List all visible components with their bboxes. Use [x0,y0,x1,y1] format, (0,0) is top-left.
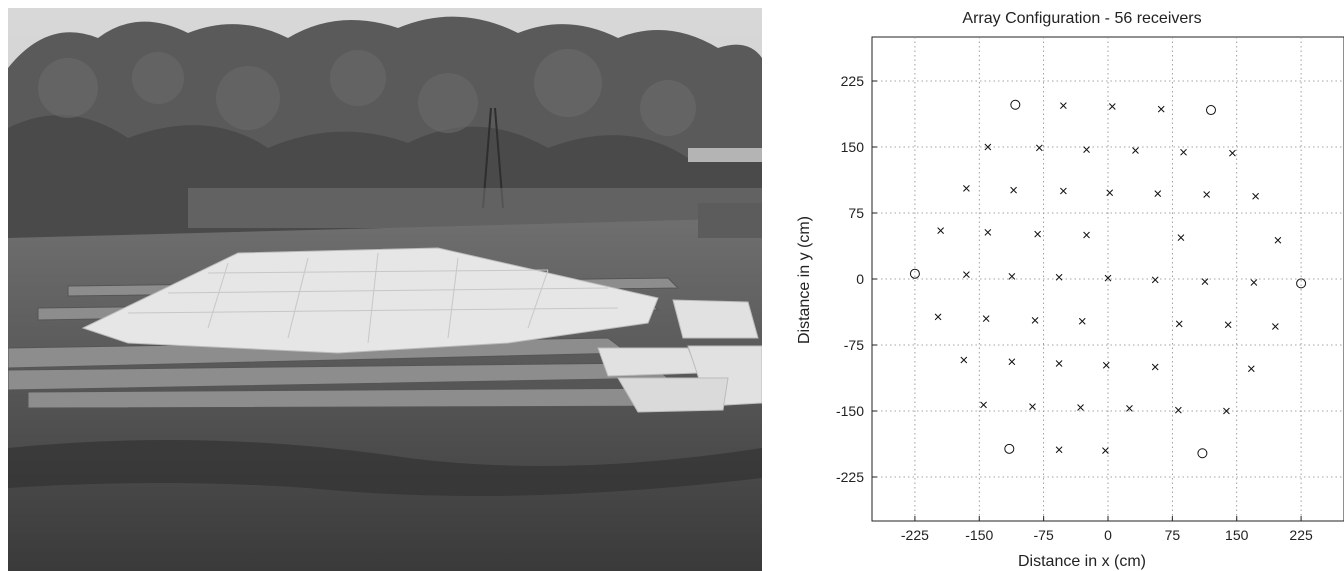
receiver-x-marker [1055,446,1063,454]
receiver-x-marker [1175,320,1183,328]
receiver-x-marker [1223,407,1230,415]
x-tick-label: 150 [1225,527,1249,543]
y-tick-label: -75 [844,337,864,353]
y-tick-label: 0 [856,271,864,287]
receiver-circle-marker [1205,105,1216,116]
receiver-x-marker [1010,186,1017,194]
receiver-x-marker [963,271,970,278]
receiver-x-marker [1077,404,1084,411]
receiver-x-marker [963,185,970,192]
receiver-x-marker [1250,279,1258,286]
receiver-x-marker [1008,358,1016,366]
receiver-x-marker [1008,273,1016,280]
receiver-x-marker [1083,231,1090,239]
receiver-x-marker [937,227,945,234]
receiver-x-marker [1083,146,1090,153]
x-tick-label: -150 [965,527,993,543]
x-tick-label: 225 [1289,527,1313,543]
receiver-circle-marker [1197,448,1208,459]
receiver-x-marker [960,356,968,364]
receiver-x-marker [1060,102,1067,109]
receiver-x-marker [984,143,992,151]
receiver-x-marker [982,315,990,322]
receiver-x-marker [1271,323,1279,330]
receiver-x-marker [1224,321,1232,329]
receiver-circle-marker [1004,443,1015,454]
receiver-x-marker [1078,317,1086,325]
receiver-x-marker [1055,273,1063,281]
receiver-x-marker [1106,189,1114,197]
receiver-x-marker [1029,403,1036,410]
y-tick-label: -150 [836,403,864,419]
receiver-x-marker [1102,361,1110,369]
receiver-x-marker [1132,147,1139,154]
chart-title: Array Configuration - 56 receivers [962,10,1201,27]
receiver-x-marker [1203,191,1211,198]
receiver-x-marker [1031,317,1039,324]
receiver-x-marker [1177,234,1185,241]
receiver-x-marker [1247,365,1255,373]
receiver-x-marker [1252,192,1259,200]
array-configuration-chart: -225 -150 -75 0 75 150 225 -225 -150 -75 0 75 150 225… [796,10,1344,570]
receiver-x-marker [980,401,987,409]
receiver-x-marker [1055,360,1063,367]
plot-area: -225 -150 -75 0 75 150 225 -225 -150 -75 0 75 150 225 [836,36,1344,543]
y-axis-label: Distance in y (cm) [796,216,813,344]
receiver-x-marker [1060,187,1067,195]
receiver-x-marker [1175,406,1182,414]
receiver-circle-marker [1010,99,1021,110]
receiver-x-marker [984,229,992,236]
antenna-array-photo [8,8,762,571]
x-tick-label: -225 [901,527,929,543]
receiver-x-marker [1034,230,1041,238]
receiver-x-marker [1201,278,1209,285]
receiver-x-marker [1104,274,1112,282]
x-tick-label: 0 [1104,527,1112,543]
receiver-x-marker [1154,190,1162,197]
receiver-x-marker [934,313,942,321]
receiver-x-marker [1035,144,1043,152]
receiver-x-marker [1157,105,1165,113]
receiver-circle-marker [909,268,920,279]
receiver-x-marker [1108,103,1116,110]
receiver-circle-marker [1296,278,1307,289]
receiver-x-marker [1126,405,1133,412]
y-tick-label: 75 [848,205,864,221]
receiver-x-marker [1229,149,1236,157]
y-tick-label: 225 [841,73,865,89]
receiver-x-marker [1151,363,1159,371]
receiver-x-marker [1180,148,1187,156]
x-tick-label: 75 [1165,527,1181,543]
receiver-x-marker [1151,276,1159,284]
y-tick-label: -225 [836,469,864,485]
x-axis-label: Distance in x (cm) [1018,553,1146,570]
receiver-x-marker [1102,447,1109,454]
receiver-x-marker [1274,236,1282,244]
y-tick-label: 150 [841,139,865,155]
x-tick-label: -75 [1034,527,1054,543]
